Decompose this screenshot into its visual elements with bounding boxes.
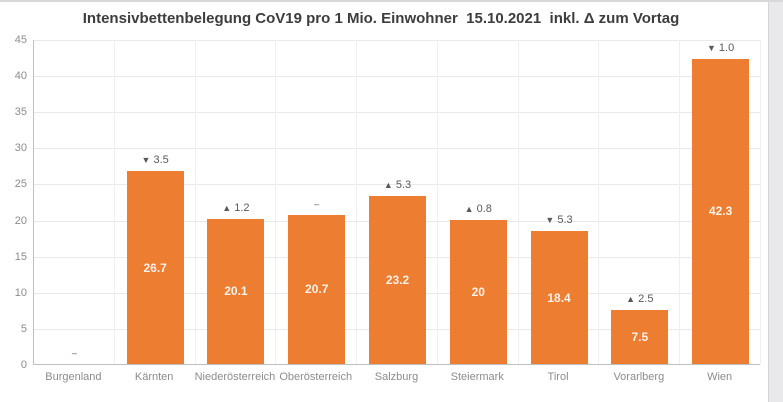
gridline-vertical bbox=[436, 40, 438, 364]
delta-down-icon: ▼ bbox=[141, 155, 151, 166]
gridline-horizontal bbox=[34, 112, 760, 114]
gridline-horizontal bbox=[34, 184, 760, 186]
chart-title: Intensivbettenbelegung CoV19 pro 1 Mio. … bbox=[82, 10, 680, 27]
y-axis-tick-label: 10 bbox=[14, 286, 27, 299]
bar-5 bbox=[449, 219, 507, 364]
x-axis-label: Burgenland bbox=[45, 371, 102, 383]
y-axis-tick-label: 15 bbox=[14, 250, 27, 263]
x-axis-label: Kärnten bbox=[134, 371, 174, 383]
gridline-vertical bbox=[113, 40, 115, 364]
x-axis-label: Steiermark bbox=[450, 371, 504, 383]
bar-delta-label: ▼ 5.3 bbox=[545, 214, 573, 227]
bar-2 bbox=[207, 218, 265, 364]
gridline-vertical bbox=[598, 40, 600, 364]
gridline-vertical bbox=[275, 40, 277, 364]
y-axis-tick-label: 35 bbox=[14, 106, 27, 119]
delta-down-icon: ▼ bbox=[706, 42, 716, 53]
bar-value-label: 7.5 bbox=[631, 329, 649, 344]
bar-value-label: 26.7 bbox=[143, 260, 167, 275]
y-axis-tick-label: 30 bbox=[14, 142, 27, 155]
bar-7 bbox=[611, 309, 669, 364]
y-axis-tick-label: 20 bbox=[14, 214, 27, 227]
delta-nochange-icon: – bbox=[71, 348, 77, 358]
bar-value-label: 20.1 bbox=[224, 284, 248, 299]
bar-value-label: 42.3 bbox=[708, 204, 733, 219]
delta-down-icon: ▼ bbox=[545, 215, 555, 226]
bar-delta-label: ▲ 1.2 bbox=[222, 201, 250, 214]
bar-delta-label: ▲ 5.3 bbox=[383, 179, 412, 192]
gridline-vertical bbox=[194, 40, 196, 364]
bar-8 bbox=[692, 58, 750, 364]
plot-area: – 26.7 ▼ 3.5 20.1 ▲ 1.2 20.7 – 23.2 ▲ 5.3 20 ▲ 0.8… bbox=[33, 40, 761, 365]
gridline-horizontal bbox=[34, 76, 760, 78]
bar-delta-label: ▲ 2.5 bbox=[626, 292, 654, 305]
gridline-horizontal bbox=[34, 148, 760, 150]
window-edge-strip bbox=[768, 2, 783, 402]
bar-6 bbox=[530, 231, 588, 364]
bar-value-label: 23.2 bbox=[385, 273, 410, 288]
gridline-horizontal bbox=[34, 40, 760, 41]
y-axis-tick-label: 5 bbox=[20, 322, 27, 335]
bar-3 bbox=[288, 214, 346, 364]
bar-value-label: 18.4 bbox=[547, 290, 571, 305]
bar-value-label: 20 bbox=[471, 284, 485, 299]
delta-up-icon: ▲ bbox=[222, 202, 232, 213]
delta-nochange-icon: – bbox=[314, 198, 320, 209]
bar-delta-label: ▲ 0.8 bbox=[464, 202, 492, 215]
gridline-vertical bbox=[356, 40, 358, 364]
y-axis-tick-label: 0 bbox=[20, 359, 27, 371]
y-axis-tick-label: 25 bbox=[14, 178, 27, 191]
bar-delta-label: ▼ 3.5 bbox=[141, 154, 169, 167]
x-axis-label: Oberösterreich bbox=[279, 371, 353, 383]
y-axis-tick-label: 45 bbox=[14, 34, 27, 46]
x-axis-label: Niederösterreich bbox=[194, 371, 276, 383]
x-axis-label: Vorarlberg bbox=[613, 371, 665, 383]
bar-delta-label: – bbox=[34, 347, 115, 359]
y-axis-tick-label: 40 bbox=[14, 70, 27, 83]
delta-up-icon: ▲ bbox=[626, 293, 636, 304]
gridline-vertical bbox=[760, 40, 761, 364]
bar-4 bbox=[369, 196, 426, 364]
x-axis-label: Salzburg bbox=[374, 371, 419, 383]
gridline-vertical bbox=[679, 40, 681, 364]
delta-up-icon: ▲ bbox=[383, 180, 393, 191]
bar-delta-label: – bbox=[276, 198, 357, 210]
bar-delta-label: ▼ 1.0 bbox=[706, 41, 735, 54]
x-axis-label: Tirol bbox=[547, 371, 569, 383]
delta-up-icon: ▲ bbox=[464, 203, 474, 214]
x-axis-label: Wien bbox=[707, 371, 733, 383]
bar-1 bbox=[126, 171, 184, 364]
gridline-vertical bbox=[517, 40, 519, 364]
bar-value-label: 20.7 bbox=[305, 282, 329, 297]
